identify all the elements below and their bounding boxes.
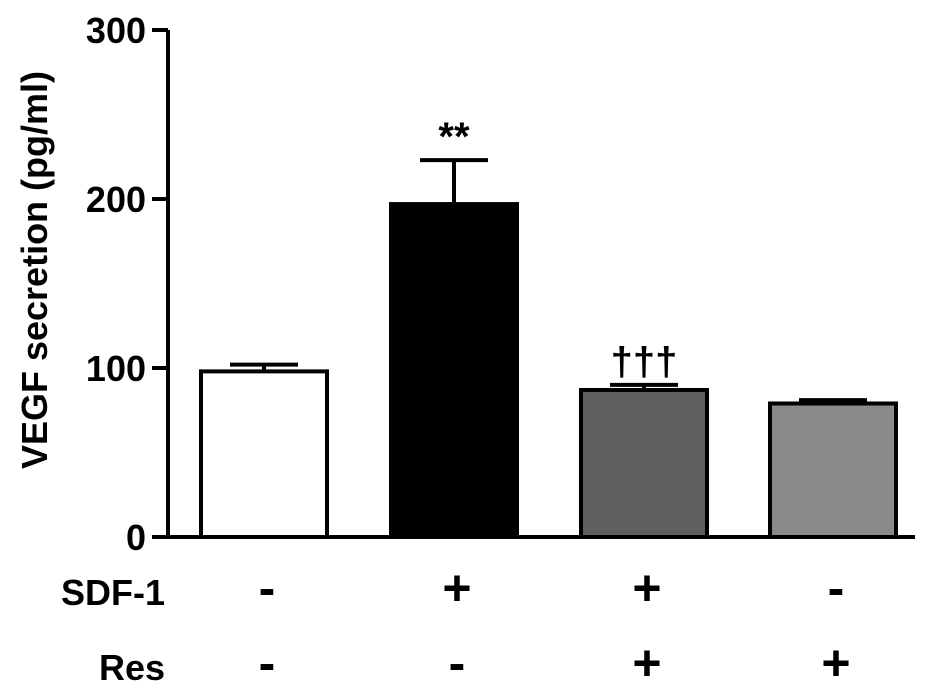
- error-bars: [230, 158, 867, 404]
- y-tick-label: 100: [86, 348, 146, 389]
- condition-sign: +: [632, 560, 661, 616]
- condition-label: Res: [99, 647, 165, 688]
- condition-sign: -: [828, 560, 845, 616]
- condition-sign: -: [259, 635, 276, 691]
- significance-annotations: ** †††: [438, 115, 677, 384]
- significance-marker: †††: [611, 340, 678, 384]
- condition-sign: +: [632, 635, 661, 691]
- y-tick-label: 0: [126, 517, 146, 558]
- bar: [199, 369, 329, 539]
- condition-table: SDF-1 - + + - Res - - + +: [61, 560, 851, 691]
- condition-sign: +: [442, 560, 471, 616]
- y-axis-ticks: 0 100 200 300: [86, 10, 168, 558]
- condition-label: SDF-1: [61, 572, 165, 613]
- significance-marker: **: [438, 115, 470, 159]
- bar: [768, 401, 898, 539]
- condition-sign: -: [449, 635, 466, 691]
- condition-sign: +: [821, 635, 850, 691]
- y-tick-label: 200: [86, 179, 146, 220]
- condition-sign: -: [259, 560, 276, 616]
- y-axis-label: VEGF secretion (pg/ml): [14, 71, 55, 469]
- bar: [389, 202, 519, 539]
- y-tick-label: 300: [86, 10, 146, 51]
- bars: [199, 202, 898, 539]
- bar: [579, 387, 709, 539]
